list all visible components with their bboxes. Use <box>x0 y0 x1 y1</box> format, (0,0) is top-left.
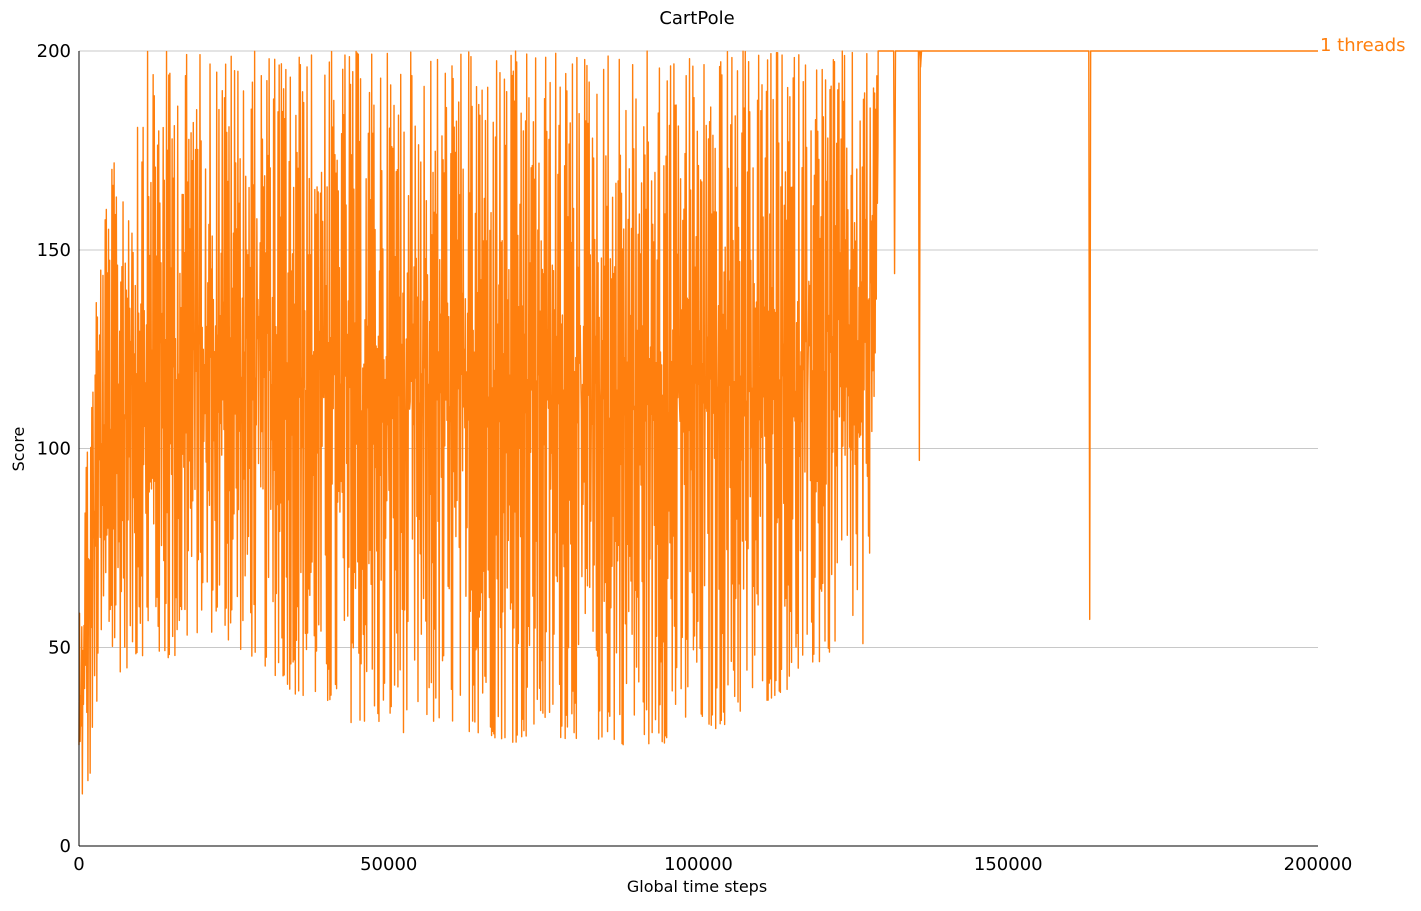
y-tick-label: 0 <box>60 836 71 857</box>
chart-title: CartPole <box>659 8 734 29</box>
series-layer: 1 threads <box>78 35 1406 795</box>
y-tick-label: 150 <box>37 240 71 261</box>
y-axis-label: Score <box>9 427 28 472</box>
x-tick-label: 50000 <box>360 854 417 875</box>
x-tick-label: 0 <box>73 854 84 875</box>
x-axis-label: Global time steps <box>627 877 767 896</box>
series-label: 1 threads <box>1320 35 1406 56</box>
x-tick-label: 150000 <box>974 854 1043 875</box>
y-tick-label: 100 <box>37 439 71 460</box>
series-line-1-threads <box>78 50 1318 795</box>
x-tick-label: 100000 <box>664 854 733 875</box>
y-tick-label: 200 <box>37 41 71 62</box>
axis-layer: 0 50 100 150 200 0 50000 100000 150000 200000 <box>37 41 1353 875</box>
y-tick-label: 50 <box>48 637 71 658</box>
x-tick-label: 200000 <box>1284 854 1353 875</box>
